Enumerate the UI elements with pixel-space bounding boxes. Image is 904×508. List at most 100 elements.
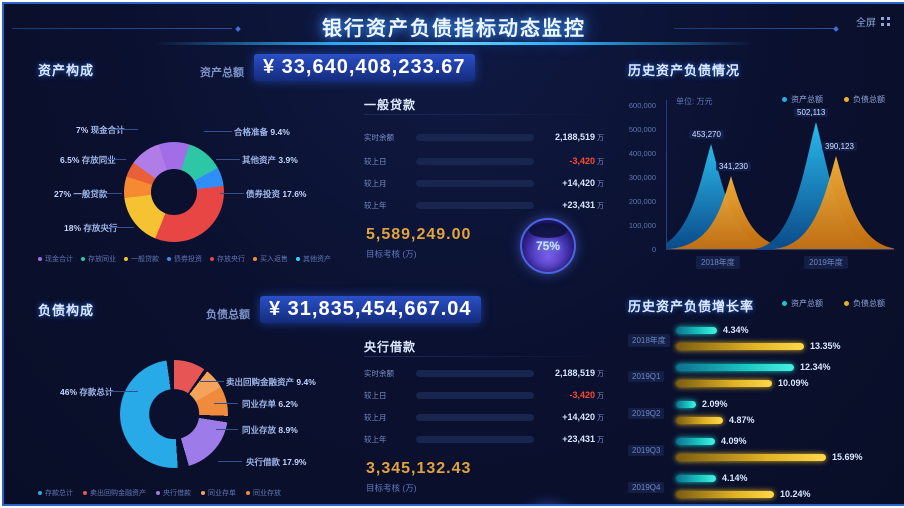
liability-donut-chart[interactable] — [120, 360, 228, 468]
asset-panel-title: 资产构成 — [38, 63, 95, 78]
legend-dot — [156, 491, 160, 495]
bar-track — [416, 134, 534, 141]
borrow-gauge[interactable]: 90% — [520, 504, 576, 506]
legend-dot — [83, 491, 87, 495]
asset-donut-hole — [151, 169, 197, 215]
row-label: 较上日 — [364, 391, 387, 400]
area-peak-2019-liability — [774, 156, 894, 249]
loan-gauge[interactable]: 75% — [520, 218, 576, 274]
label-connector — [100, 193, 122, 194]
legend-label: 存款总计 — [45, 490, 73, 497]
peak-value-label: 453,270 — [689, 130, 724, 139]
peak-value-label: 390,123 — [822, 142, 857, 151]
legend-label: 资产总额 — [791, 95, 823, 104]
history-area-chart[interactable] — [667, 104, 894, 249]
legend-label: 卖出回购金融资产 — [90, 490, 146, 497]
row-value: +23,431 万 — [562, 200, 604, 210]
growth-bar-asset[interactable] — [676, 438, 715, 445]
growth-bar-asset[interactable] — [676, 327, 717, 334]
y-tick: 500,000 — [628, 125, 656, 134]
growth-legend-asset[interactable]: 资产总额 — [782, 298, 823, 309]
header-decor-line-right — [674, 28, 834, 29]
growth-bar-liability[interactable] — [676, 491, 774, 498]
history-legend-liability[interactable]: 负债总额 — [844, 94, 885, 105]
growth-value: 4.09% — [721, 436, 747, 446]
y-tick: 300,000 — [628, 173, 656, 182]
legend-item[interactable]: 同业存单 — [201, 488, 236, 498]
legend-dot — [38, 257, 42, 261]
liability-slice-label: 46% 存款总计 — [60, 387, 114, 397]
x-category-label: 2018年度 — [696, 256, 740, 269]
growth-bar-liability[interactable] — [676, 343, 804, 350]
row-value: 2,188,519 万 — [554, 368, 604, 378]
liability-slice-label: 央行借款 17.9% — [246, 457, 307, 467]
loan-section-title: 一般贷款 — [364, 98, 417, 112]
asset-total-value: ¥ 33,640,408,233.67 — [254, 54, 475, 81]
section-divider — [364, 114, 612, 115]
fullscreen-icon-dot — [887, 23, 890, 26]
legend-item[interactable]: 现金合计 — [38, 254, 73, 264]
legend-item[interactable]: 央行借款 — [156, 488, 191, 498]
legend-item[interactable]: 卖出回购金融资产 — [83, 488, 146, 498]
legend-item[interactable]: 存放同业 — [81, 254, 116, 264]
liability-slice-label: 同业存放 8.9% — [242, 425, 298, 435]
legend-label: 央行借款 — [163, 490, 191, 497]
legend-item[interactable]: 一般贷款 — [124, 254, 159, 264]
legend-dot — [844, 301, 849, 306]
liability-total-label: 负债总额 — [206, 309, 250, 321]
row-label: 较上年 — [364, 435, 387, 444]
legend-label: 资产总额 — [791, 299, 823, 308]
growth-bar-asset[interactable] — [676, 401, 696, 408]
bar-track — [416, 414, 534, 421]
growth-bar-asset[interactable] — [676, 364, 794, 371]
legend-label: 同业存单 — [208, 490, 236, 497]
label-connector — [220, 193, 244, 194]
legend-item[interactable]: 存款总计 — [38, 488, 73, 498]
asset-slice-label: 合格准备 9.4% — [234, 127, 290, 137]
asset-donut-chart[interactable] — [124, 142, 224, 242]
row-value: +14,420 万 — [562, 412, 604, 422]
growth-value: 13.35% — [810, 341, 841, 351]
fullscreen-button[interactable]: 全屏 — [856, 14, 890, 29]
legend-item[interactable]: 买入返售 — [253, 254, 288, 264]
growth-bar-asset[interactable] — [676, 475, 716, 482]
asset-legend: 现金合计 存放同业 一般贷款 债券投资 存放央行 买入返售 其他资产 — [38, 254, 348, 264]
legend-dot — [167, 257, 171, 261]
row-label: 较上年 — [364, 201, 387, 210]
bar-track — [416, 392, 534, 399]
label-connector — [112, 129, 138, 130]
legend-item[interactable]: 存放央行 — [210, 254, 245, 264]
legend-item[interactable]: 其他资产 — [296, 254, 331, 264]
bar-track — [416, 370, 534, 377]
legend-dot — [844, 97, 849, 102]
history-legend-asset[interactable]: 资产总额 — [782, 94, 823, 105]
header-underline — [154, 42, 754, 45]
loan-row: 实时余额 2,188,519 万 — [364, 132, 604, 143]
legend-label: 买入返售 — [260, 256, 288, 263]
liability-legend: 存款总计 卖出回购金融资产 央行借款 同业存单 同业存放 — [38, 488, 358, 498]
growth-bar-liability[interactable] — [676, 454, 826, 461]
growth-value: 4.34% — [723, 325, 749, 335]
growth-value: 10.24% — [780, 489, 811, 499]
borrow-section-title: 央行借款 — [364, 340, 417, 354]
legend-dot — [253, 257, 257, 261]
borrow-row: 较上日 -3,420 万 — [364, 390, 604, 401]
growth-bar-liability[interactable] — [676, 380, 772, 387]
liability-donut-hole — [149, 389, 199, 439]
growth-bar-liability[interactable] — [676, 417, 723, 424]
legend-item[interactable]: 同业存放 — [246, 488, 281, 498]
legend-dot — [124, 257, 128, 261]
loan-row: 较上日 -3,420 万 — [364, 156, 604, 167]
fullscreen-icon — [881, 17, 890, 26]
row-value: +14,420 万 — [562, 178, 604, 188]
legend-label: 负债总额 — [853, 299, 885, 308]
asset-slice-label: 18% 存放央行 — [64, 223, 118, 233]
label-connector — [214, 403, 238, 404]
loan-row: 较上月 +14,420 万 — [364, 178, 604, 189]
legend-label: 现金合计 — [45, 256, 73, 263]
legend-item[interactable]: 债券投资 — [167, 254, 202, 264]
growth-value: 15.69% — [832, 452, 863, 462]
growth-legend-liability[interactable]: 负债总额 — [844, 298, 885, 309]
growth-panel-title: 历史资产负债增长率 — [628, 299, 755, 314]
